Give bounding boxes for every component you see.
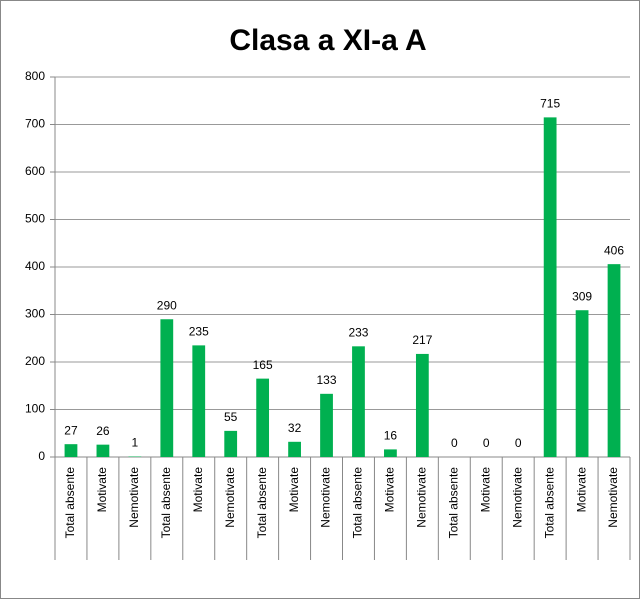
x-tick-label: Motivate	[574, 467, 588, 513]
data-label: 715	[540, 97, 560, 111]
bar	[415, 353, 429, 457]
bar	[543, 117, 557, 457]
data-label: 1	[132, 436, 139, 450]
bar	[575, 310, 589, 457]
y-tick-label: 800	[25, 69, 45, 83]
bar	[192, 345, 206, 457]
bar	[320, 393, 333, 457]
y-tick-label: 700	[25, 117, 45, 131]
data-label: 0	[451, 436, 458, 450]
y-tick-label: 500	[25, 212, 45, 226]
data-label: 290	[157, 298, 177, 312]
x-tick-label: Nemotivate	[223, 467, 237, 528]
x-tick-label: Nemotivate	[319, 467, 333, 528]
x-tick-label: Total absente	[351, 467, 365, 539]
x-tick-label: Nemotivate	[606, 467, 620, 528]
bar	[160, 319, 174, 457]
x-tick-label: Motivate	[287, 467, 301, 513]
bar	[96, 444, 110, 457]
data-label: 233	[348, 325, 368, 339]
x-tick-label: Motivate	[191, 467, 205, 513]
x-tick-label: Total absente	[542, 467, 556, 539]
bar	[224, 430, 238, 457]
data-label: 27	[64, 423, 78, 437]
data-label: 309	[572, 289, 592, 303]
x-tick-label: Motivate	[95, 467, 109, 513]
data-label: 0	[483, 436, 490, 450]
data-label: 16	[384, 429, 398, 443]
bar	[384, 449, 397, 457]
bar	[256, 378, 270, 457]
bar	[352, 346, 365, 457]
y-tick-label: 400	[25, 259, 45, 273]
x-tick-label: Nemotivate	[415, 467, 429, 528]
chart-title: Clasa a XI-a A	[229, 24, 426, 57]
x-tick-label: Total absente	[255, 467, 269, 539]
x-tick-label: Motivate	[478, 467, 492, 513]
data-label: 32	[288, 421, 302, 435]
data-label: 165	[253, 358, 273, 372]
data-label: 55	[224, 410, 238, 424]
bar	[64, 444, 78, 457]
data-label: 133	[317, 373, 337, 387]
x-tick-label: Motivate	[383, 467, 397, 513]
y-tick-label: 600	[25, 164, 45, 178]
x-tick-label: Nemotivate	[127, 467, 141, 528]
bar	[288, 441, 301, 457]
data-label: 406	[604, 243, 624, 257]
y-tick-label: 100	[25, 402, 45, 416]
x-tick-label: Total absente	[446, 467, 460, 539]
y-tick-label: 300	[25, 307, 45, 321]
data-label: 26	[96, 424, 110, 438]
bar	[607, 264, 621, 457]
x-tick-label: Total absente	[63, 467, 77, 539]
x-tick-label: Nemotivate	[510, 467, 524, 528]
data-label: 0	[515, 436, 522, 450]
y-tick-label: 0	[38, 449, 45, 463]
data-label: 235	[189, 325, 209, 339]
x-tick-label: Total absente	[159, 467, 173, 539]
y-tick-label: 200	[25, 354, 45, 368]
data-label: 217	[412, 333, 432, 347]
